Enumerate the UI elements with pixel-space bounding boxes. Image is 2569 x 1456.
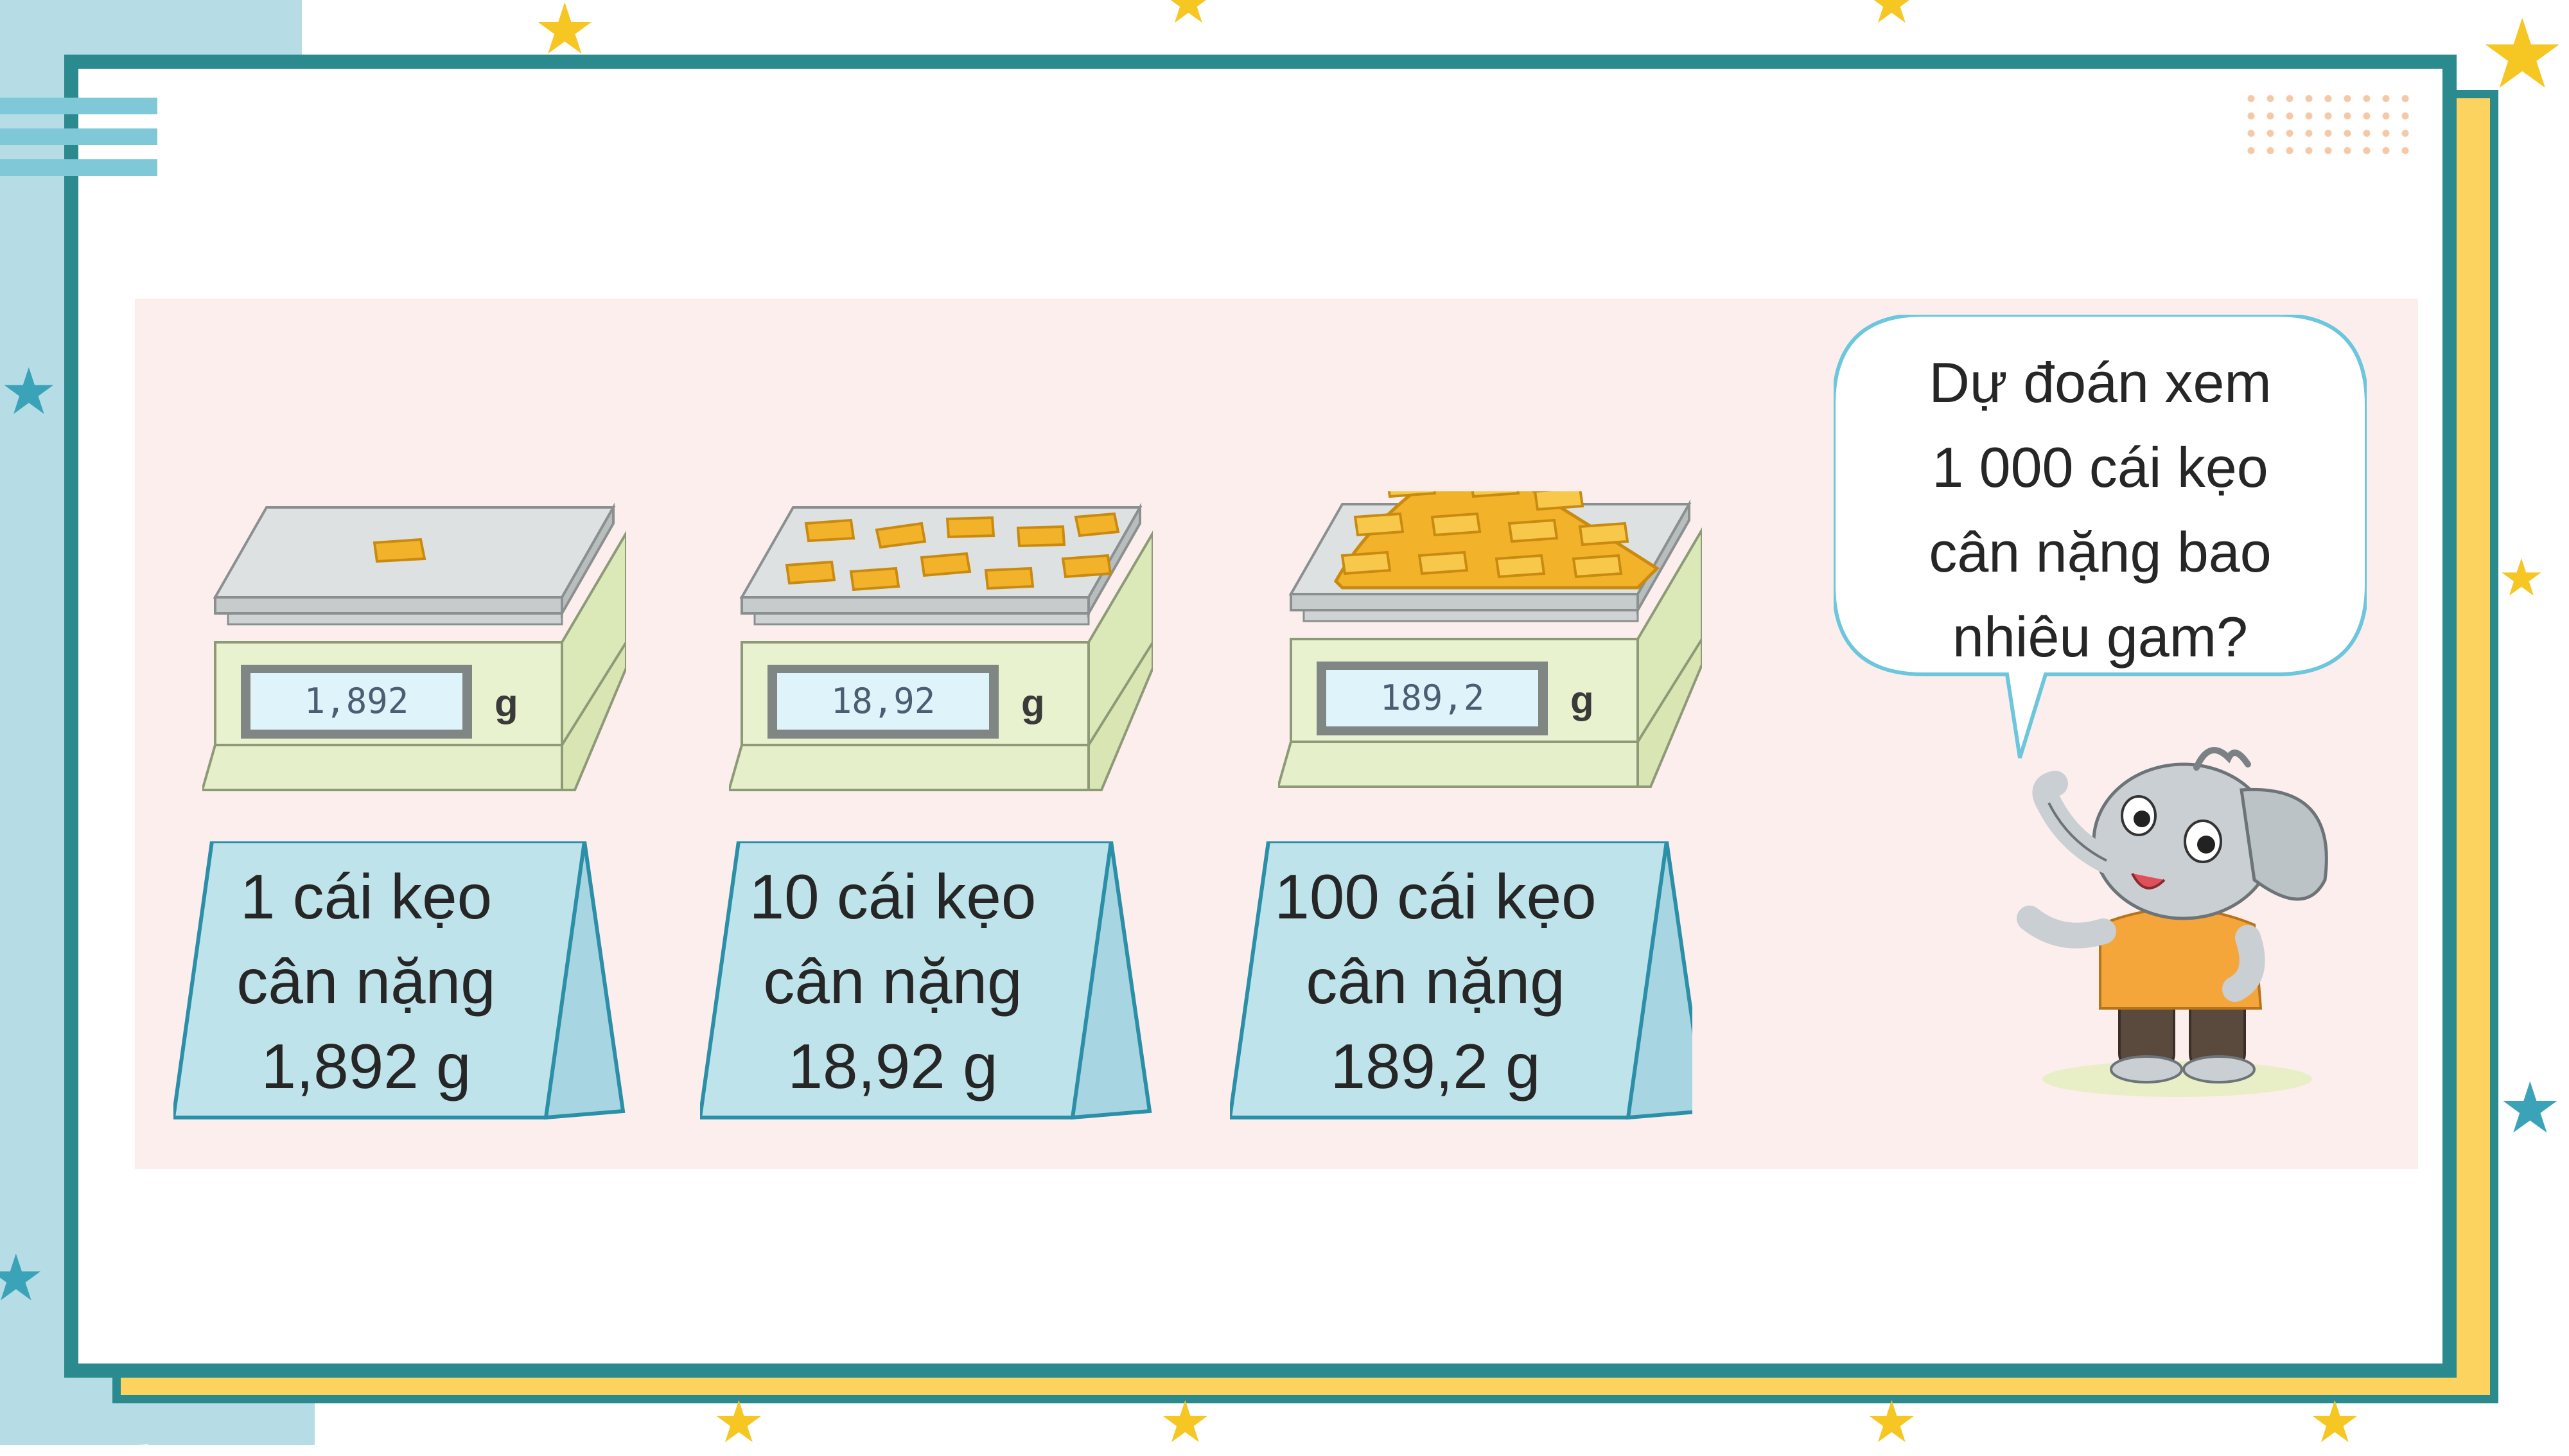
bubble-line: 1 000 cái kẹo [1932, 435, 2268, 499]
scale-display: 1,892 [304, 681, 409, 721]
elephant-illustration [2017, 747, 2328, 1097]
card-line: 1 cái kẹo [240, 861, 493, 932]
star-icon: ★ [713, 1389, 765, 1456]
star-icon: ★ [0, 354, 58, 429]
menu-stripe [0, 128, 157, 145]
card-line: 1,892 g [261, 1031, 471, 1101]
star-icon: ★ [2309, 1389, 2361, 1456]
scale-1: 1,892 g [202, 495, 626, 816]
tent-card-shape [1230, 841, 1692, 1120]
speech-bubble-text: Dự đoán xem 1 000 cái kẹo cân nặng bao n… [1872, 340, 2328, 680]
card-line: 100 cái kẹo [1274, 861, 1597, 932]
bubble-line: nhiêu gam? [1952, 605, 2248, 669]
star-icon: ★ [1866, 1389, 1918, 1456]
scale-unit: g [1570, 678, 1594, 721]
star-icon: ★ [1162, 0, 1214, 37]
tent-card-shape [173, 841, 626, 1120]
menu-stripe [0, 98, 157, 114]
star-icon: ★ [2498, 548, 2545, 608]
scale-illustration [1278, 491, 1702, 788]
scale-illustration [202, 502, 626, 791]
bubble-line: Dự đoán xem [1929, 351, 2272, 414]
elephant-character [2004, 732, 2351, 1098]
speech-bubble-shape [1834, 315, 2367, 759]
scale-unit: g [1021, 681, 1045, 724]
tent-card-1: 1 cái kẹo cân nặng 1,892 g [173, 841, 636, 1137]
tent-card-2: 10 cái kẹo cân nặng 18,92 g [700, 841, 1162, 1137]
bubble-line: cân nặng bao [1929, 520, 2272, 584]
card-line: cân nặng [1306, 946, 1565, 1017]
star-icon: ★ [1159, 1389, 1211, 1456]
card-line: cân nặng [763, 946, 1022, 1017]
tent-card-text: 100 cái kẹo cân nặng 189,2 g [1230, 854, 1641, 1109]
star-icon: ★ [0, 1240, 45, 1315]
star-icon: ★ [2479, 0, 2566, 110]
tent-card-text: 10 cái kẹo cân nặng 18,92 g [700, 854, 1085, 1109]
card-line: cân nặng [236, 946, 496, 1017]
scale-display: 189,2 [1380, 678, 1485, 718]
card-line: 189,2 g [1330, 1031, 1541, 1101]
tent-card-shape [700, 841, 1152, 1120]
tent-card-text: 1 cái kẹo cân nặng 1,892 g [173, 854, 559, 1109]
card-line: 10 cái kẹo [749, 861, 1037, 932]
star-icon: ★ [2498, 1067, 2562, 1149]
scale-2: 18,92 g [729, 495, 1153, 816]
menu-stripe [0, 159, 157, 176]
scale-3: 189,2 g [1278, 491, 1702, 812]
scale-display: 18,92 [830, 681, 936, 721]
speech-bubble: Dự đoán xem 1 000 cái kẹo cân nặng bao n… [1834, 315, 2367, 759]
star-icon: ★ [1866, 0, 1918, 37]
star-icon: ★ [533, 0, 597, 70]
scale-unit: g [495, 681, 518, 724]
card-line: 18,92 g [787, 1031, 998, 1101]
dot-pattern [2241, 90, 2415, 161]
scale-illustration [729, 502, 1153, 791]
tent-card-3: 100 cái kẹo cân nặng 189,2 g [1230, 841, 1692, 1137]
